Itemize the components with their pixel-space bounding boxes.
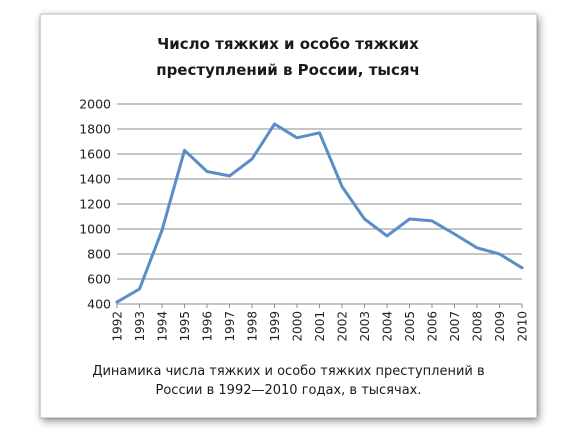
y-tick-label: 2000	[79, 97, 111, 112]
x-tick-label: 2003	[358, 311, 372, 342]
chart-title-line-1: Число тяжких и особо тяжких	[157, 35, 419, 53]
chart-title-line-2: преступлений в России, тысяч	[156, 61, 420, 79]
x-tick-label: 2002	[336, 311, 350, 342]
x-tick-label: 2006	[426, 311, 440, 342]
y-tick-label: 800	[87, 247, 111, 262]
y-tick-labels: 2000 1800 1600 1400 1200 1000 800 600 400	[79, 97, 111, 312]
line-chart: Число тяжких и особо тяжких преступлений…	[79, 35, 530, 342]
x-tick-label: 1997	[223, 311, 237, 342]
caption-line-2: России в 1992—2010 годах, в тысячах.	[155, 383, 422, 398]
y-tick-label: 1400	[79, 172, 111, 187]
x-tick-label: 1995	[178, 311, 192, 342]
series-layer	[115, 122, 524, 304]
x-tick-label: 2008	[471, 311, 485, 342]
x-tick-label: 1994	[156, 311, 170, 342]
y-tick-label: 400	[87, 297, 111, 312]
y-tick-label: 1600	[79, 147, 111, 162]
chart-caption: Динамика числа тяжких и особо тяжких пре…	[41, 362, 536, 400]
x-tick-label: 2009	[493, 311, 507, 342]
x-tick-labels: 1992 1993 1994 1995 1996 1997 1998 1999 2000 2001…	[111, 311, 530, 342]
x-tick-label: 1992	[111, 311, 125, 342]
x-tick-label: 2010	[516, 311, 530, 342]
caption-line-1: Динамика числа тяжких и особо тяжких пре…	[92, 364, 485, 379]
x-tick-label: 2001	[313, 311, 327, 342]
x-tick-label: 1998	[246, 311, 260, 342]
y-tick-label: 1000	[79, 222, 111, 237]
x-tick-label: 2007	[448, 311, 462, 342]
x-tick-label: 2005	[403, 311, 417, 342]
x-tick-label: 1996	[201, 311, 215, 342]
y-tick-label: 1200	[79, 197, 111, 212]
y-tick-label: 600	[87, 272, 111, 287]
y-tick-label: 1800	[79, 122, 111, 137]
series-line	[115, 122, 524, 304]
x-tick-label: 2000	[291, 311, 305, 342]
chart-card: Число тяжких и особо тяжких преступлений…	[40, 14, 537, 418]
x-tick-label: 2004	[381, 311, 395, 342]
x-tick-label: 1999	[268, 311, 282, 342]
x-tick-label: 1993	[133, 311, 147, 342]
